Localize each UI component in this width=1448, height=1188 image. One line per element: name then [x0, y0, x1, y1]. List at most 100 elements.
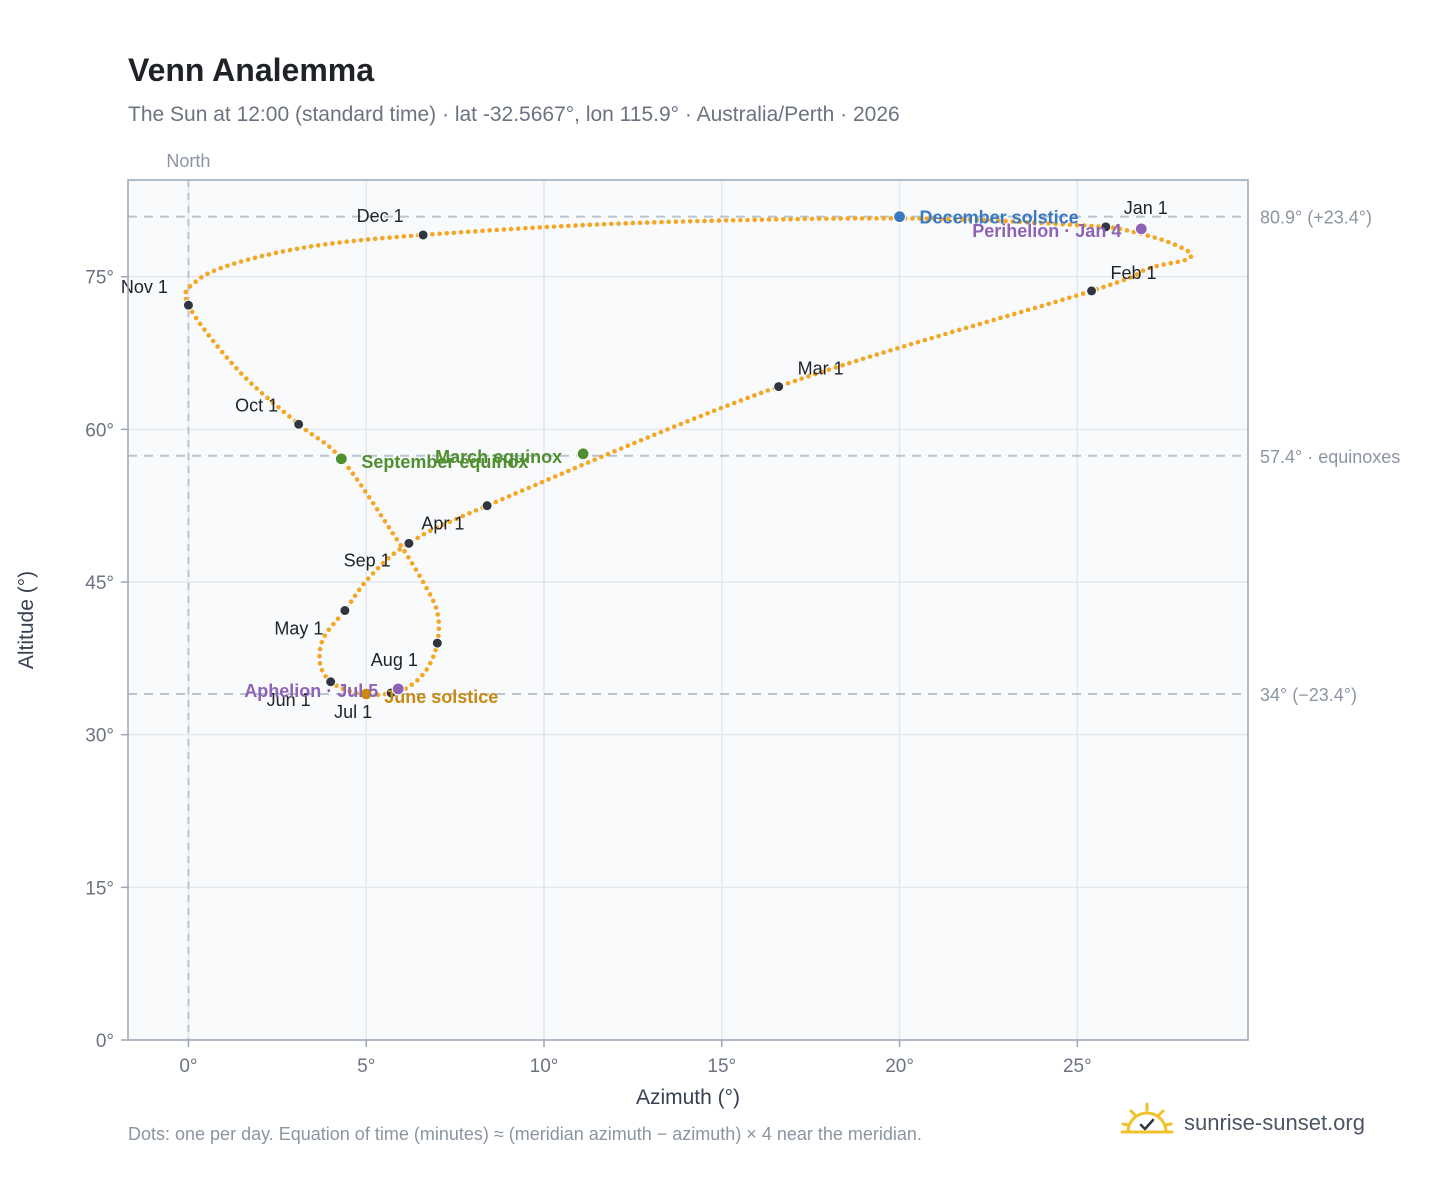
- day-dot: [838, 216, 844, 221]
- day-dot: [340, 686, 346, 692]
- day-dot: [1082, 223, 1087, 228]
- day-dot: [1089, 223, 1094, 229]
- day-dot: [317, 646, 323, 652]
- month-label: Jan 1: [1124, 198, 1168, 218]
- day-dot: [508, 226, 514, 232]
- day-dot: [370, 500, 376, 506]
- day-dot: [427, 528, 433, 534]
- special-marker: [576, 447, 590, 461]
- day-dot: [917, 216, 922, 221]
- day-dot: [206, 333, 212, 338]
- day-dot: [812, 371, 818, 377]
- day-dot: [409, 561, 415, 566]
- day-dot: [451, 230, 457, 236]
- day-dot: [1018, 309, 1024, 315]
- day-dot: [322, 633, 328, 638]
- day-dot: [1031, 220, 1037, 225]
- day-dot: [420, 579, 426, 585]
- day-dot: [354, 690, 359, 696]
- day-dot: [390, 531, 396, 536]
- day-dot: [281, 409, 287, 415]
- day-dot: [252, 255, 258, 261]
- day-dot: [840, 362, 845, 368]
- chart-subtitle: The Sun at 12:00 (standard time) · lat -…: [128, 103, 900, 126]
- special-label: March equinox: [435, 447, 562, 467]
- chart-title: Venn Analemma: [128, 52, 375, 88]
- day-dot: [234, 366, 239, 371]
- day-dot: [785, 380, 791, 386]
- day-dot: [332, 449, 337, 454]
- day-dot: [758, 390, 764, 396]
- special-label: June solstice: [384, 687, 498, 707]
- day-dot: [691, 416, 697, 421]
- day-dot: [218, 265, 223, 271]
- day-dot: [358, 483, 364, 488]
- day-dot: [874, 216, 879, 221]
- y-tick-label: 15°: [85, 878, 114, 899]
- day-dot: [1172, 242, 1178, 247]
- day-dot: [612, 449, 617, 454]
- day-dot: [202, 327, 207, 332]
- day-dot: [205, 271, 210, 277]
- day-dot: [967, 217, 973, 222]
- day-dot: [738, 398, 744, 403]
- day-dot: [936, 333, 941, 339]
- month-label: Jul 1: [334, 702, 372, 722]
- day-dot: [319, 639, 325, 645]
- day-dot: [546, 477, 551, 482]
- day-dot: [350, 471, 356, 477]
- day-dot: [1117, 226, 1123, 232]
- day-dot: [658, 429, 664, 435]
- day-dot: [1114, 280, 1120, 285]
- brand[interactable]: sunrise-sunset.org: [1120, 1100, 1365, 1146]
- day-dot: [378, 512, 384, 518]
- day-dot: [833, 365, 839, 370]
- day-dot: [874, 352, 880, 357]
- day-dot: [1067, 222, 1073, 227]
- month-label: Jun 1: [267, 690, 311, 710]
- day-dot: [609, 221, 614, 227]
- day-dot: [352, 593, 358, 599]
- day-dot: [440, 522, 446, 527]
- day-dot: [867, 354, 873, 359]
- day-dot: [1060, 221, 1066, 227]
- day-dot: [337, 240, 342, 245]
- x-tick-label: 10°: [530, 1056, 559, 1077]
- day-dot: [1161, 262, 1166, 267]
- day-dot: [765, 388, 771, 393]
- day-dot: [330, 241, 335, 246]
- day-dot: [652, 220, 657, 225]
- day-dot: [249, 381, 254, 386]
- day-dot: [645, 435, 650, 440]
- x-tick-label: 20°: [885, 1056, 914, 1077]
- day-dot: [1145, 233, 1151, 238]
- day-dot: [551, 224, 557, 229]
- reference-line-label: 57.4° · equinoxes: [1260, 447, 1400, 467]
- special-label: December solstice: [920, 208, 1079, 228]
- day-dot: [210, 338, 216, 344]
- day-dot: [859, 216, 865, 221]
- day-dot: [276, 404, 281, 410]
- day-dot: [323, 674, 328, 679]
- day-dot: [625, 443, 631, 449]
- day-dot: [1185, 248, 1191, 254]
- day-dot: [853, 358, 859, 364]
- day-dot: [759, 217, 765, 222]
- day-dot: [1154, 263, 1160, 269]
- y-tick-label: 75°: [85, 268, 114, 289]
- day-dot: [845, 216, 851, 221]
- month-label: Aug 1: [371, 650, 418, 670]
- day-dot: [558, 223, 564, 229]
- day-dot: [981, 217, 987, 223]
- day-dot: [537, 225, 543, 230]
- day-dot: [394, 536, 399, 542]
- day-dot: [308, 244, 314, 249]
- day-dot: [943, 331, 948, 337]
- day-dot: [245, 257, 251, 262]
- day-dot: [386, 555, 391, 561]
- day-dot: [799, 376, 804, 381]
- day-dot: [533, 482, 538, 488]
- day-dot: [680, 219, 686, 224]
- day-dot: [421, 531, 427, 537]
- day-dot: [1046, 221, 1051, 226]
